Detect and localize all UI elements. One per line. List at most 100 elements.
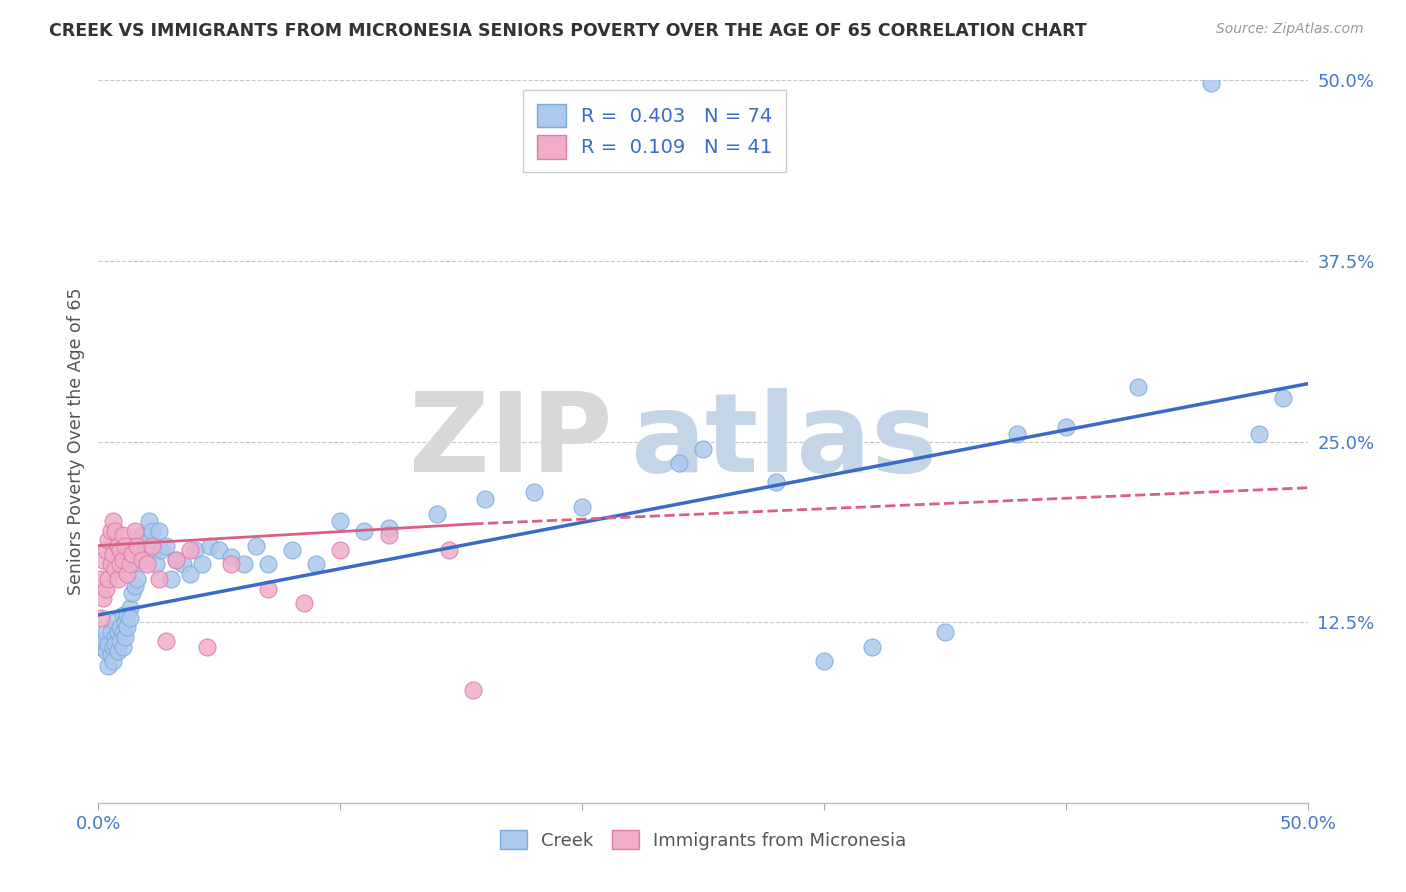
Point — [148, 572, 170, 586]
Point — [329, 514, 352, 528]
Point — [155, 539, 177, 553]
Point — [97, 637, 120, 651]
Point — [118, 600, 141, 615]
Point — [107, 644, 129, 658]
Point — [101, 547, 124, 561]
Point — [100, 558, 122, 572]
Point — [353, 524, 375, 538]
Text: atlas: atlas — [630, 388, 938, 495]
Point — [165, 553, 187, 567]
Point — [377, 528, 399, 542]
Point — [107, 625, 129, 640]
Point — [208, 542, 231, 557]
Point — [111, 607, 134, 622]
Point — [100, 524, 122, 538]
Text: CREEK VS IMMIGRANTS FROM MICRONESIA SENIORS POVERTY OVER THE AGE OF 65 CORRELATI: CREEK VS IMMIGRANTS FROM MICRONESIA SENI… — [49, 22, 1087, 40]
Point — [135, 535, 157, 549]
Point — [860, 640, 883, 654]
Point — [692, 442, 714, 456]
Point — [121, 547, 143, 561]
Point — [232, 558, 254, 572]
Point — [127, 572, 149, 586]
Point — [117, 607, 139, 622]
Point — [121, 586, 143, 600]
Point — [934, 625, 956, 640]
Point — [117, 619, 139, 633]
Point — [131, 553, 153, 567]
Point — [474, 492, 496, 507]
Point — [111, 625, 134, 640]
Point — [101, 654, 124, 668]
Point — [141, 524, 163, 538]
Point — [97, 572, 120, 586]
Point — [150, 542, 173, 557]
Point — [1128, 379, 1150, 393]
Point — [108, 634, 131, 648]
Point — [101, 514, 124, 528]
Point — [94, 644, 117, 658]
Point — [165, 553, 187, 567]
Point — [813, 654, 835, 668]
Point — [100, 625, 122, 640]
Point — [329, 542, 352, 557]
Point — [1249, 427, 1271, 442]
Point — [145, 558, 167, 572]
Point — [90, 572, 112, 586]
Point — [292, 596, 315, 610]
Point — [245, 539, 267, 553]
Point — [90, 611, 112, 625]
Point — [124, 558, 146, 572]
Point — [668, 456, 690, 470]
Point — [114, 630, 136, 644]
Point — [221, 558, 243, 572]
Point — [100, 648, 122, 663]
Point — [571, 500, 593, 514]
Point — [91, 634, 114, 648]
Point — [463, 683, 485, 698]
Point — [124, 524, 146, 538]
Point — [111, 528, 134, 542]
Point — [131, 528, 153, 542]
Point — [127, 539, 149, 553]
Point — [107, 539, 129, 553]
Point — [1199, 76, 1222, 90]
Point — [124, 579, 146, 593]
Point — [765, 475, 787, 489]
Point — [141, 539, 163, 553]
Point — [97, 658, 120, 673]
Point — [426, 507, 449, 521]
Point — [179, 567, 201, 582]
Point — [148, 524, 170, 538]
Point — [111, 640, 134, 654]
Point — [117, 567, 139, 582]
Point — [155, 634, 177, 648]
Point — [256, 582, 278, 596]
Legend: Creek, Immigrants from Micronesia: Creek, Immigrants from Micronesia — [491, 822, 915, 859]
Text: ZIP: ZIP — [409, 388, 613, 495]
Point — [134, 542, 156, 557]
Point — [198, 539, 221, 553]
Point — [104, 524, 127, 538]
Point — [101, 640, 124, 654]
Point — [523, 485, 546, 500]
Point — [172, 558, 194, 572]
Point — [184, 542, 207, 557]
Point — [91, 591, 114, 605]
Point — [118, 558, 141, 572]
Point — [1272, 391, 1295, 405]
Point — [437, 542, 460, 557]
Text: Source: ZipAtlas.com: Source: ZipAtlas.com — [1216, 22, 1364, 37]
Point — [1007, 427, 1029, 442]
Point — [1054, 420, 1077, 434]
Point — [256, 558, 278, 572]
Point — [160, 572, 183, 586]
Point — [97, 533, 120, 547]
Point — [221, 550, 243, 565]
Point — [191, 558, 214, 572]
Point — [114, 615, 136, 630]
Point — [108, 542, 131, 557]
Point — [377, 521, 399, 535]
Point — [281, 542, 304, 557]
Point — [195, 640, 218, 654]
Point — [94, 542, 117, 557]
